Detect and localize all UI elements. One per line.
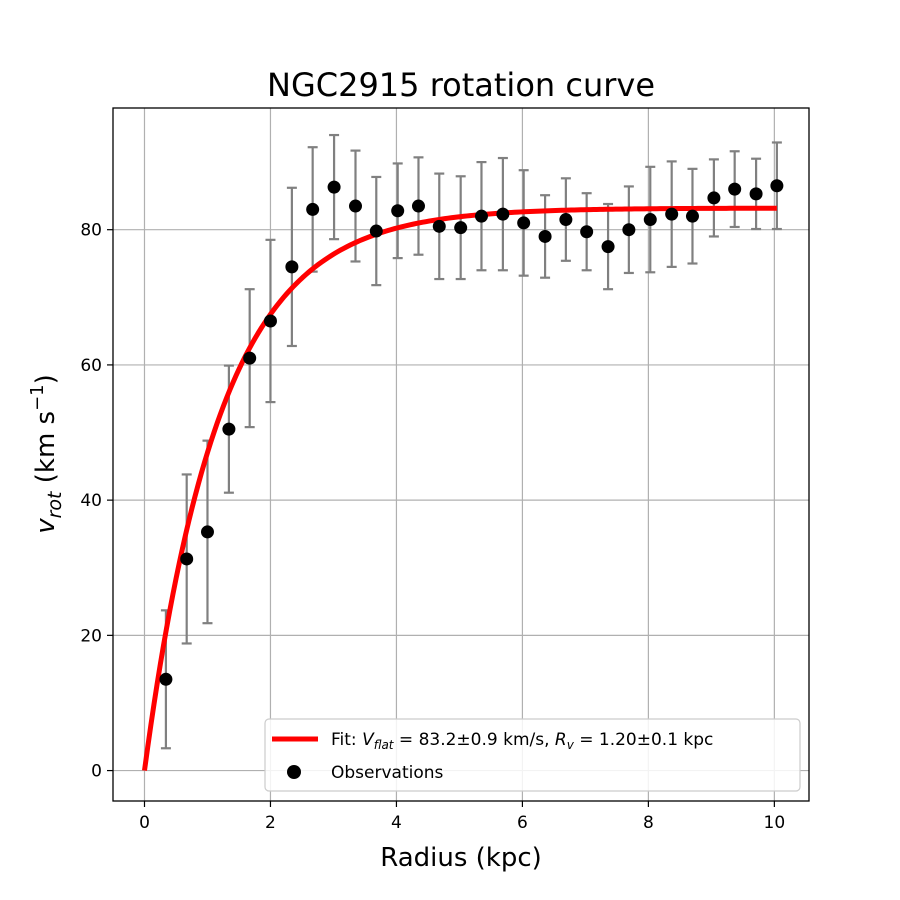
legend-fit-v-value: = 83.2±0.9 km/s,	[394, 730, 555, 750]
legend-fit-prefix: Fit:	[331, 730, 362, 750]
x-tick-label: 6	[517, 813, 528, 833]
x-ticks: 0 2 4 6 8 10	[139, 801, 785, 833]
observation-point	[454, 221, 468, 235]
y-ticks: 0 20 40 60 80	[80, 221, 113, 782]
observation-point	[496, 207, 510, 221]
x-axis-label: Radius (kpc)	[380, 843, 542, 873]
legend-fit-r: R	[555, 730, 567, 750]
y-axis-label-var: v	[31, 518, 61, 534]
observation-point	[369, 224, 383, 238]
observation-point	[327, 180, 341, 194]
legend-box	[264, 718, 801, 792]
y-axis-label-sub: rot	[44, 490, 66, 518]
y-axis-label-close: )	[31, 374, 61, 384]
y-axis-label-sup: −1	[27, 384, 48, 411]
observation-point	[517, 216, 531, 230]
observation-point	[770, 179, 784, 193]
observation-point	[728, 182, 742, 196]
x-tick-label: 4	[391, 813, 402, 833]
x-tick-label: 0	[139, 813, 150, 833]
observation-point	[432, 219, 446, 233]
y-axis-label-units: (km s	[31, 411, 61, 492]
y-tick-label: 0	[91, 762, 102, 782]
y-tick-label: 60	[80, 356, 102, 376]
x-tick-label: 2	[265, 813, 276, 833]
x-tick-label: 10	[764, 813, 786, 833]
observation-point	[580, 225, 594, 239]
y-axis-label: vrot (km s−1)	[27, 374, 66, 534]
y-tick-label: 80	[80, 221, 102, 241]
observation-point	[306, 202, 320, 216]
observation-point	[665, 207, 679, 221]
observation-point	[707, 191, 721, 205]
observation-point	[222, 422, 236, 436]
chart-title: NGC2915 rotation curve	[267, 66, 655, 104]
legend-observations-label: Observations	[331, 763, 444, 783]
legend-observations-swatch	[287, 765, 301, 779]
plot-frame	[112, 107, 810, 802]
legend-fit-r-value: = 1.20±0.1 kpc	[574, 730, 714, 750]
observation-point	[538, 229, 552, 243]
legend: Fit: Vflat = 83.2±0.9 km/s, Rv = 1.20±0.…	[264, 718, 801, 792]
observation-point	[643, 213, 657, 227]
y-tick-label: 40	[80, 491, 102, 511]
legend-fit-r-sub: v	[567, 738, 575, 752]
observation-point	[200, 525, 214, 539]
observation-point	[243, 351, 257, 365]
observation-point	[180, 552, 194, 566]
observation-point	[749, 187, 763, 201]
legend-fit-v-sub: flat	[374, 738, 395, 752]
observation-point	[622, 223, 636, 237]
observation-point	[474, 209, 488, 223]
observation-point	[601, 240, 615, 254]
y-tick-label: 20	[80, 626, 102, 646]
observation-point	[559, 213, 573, 227]
x-tick-label: 8	[643, 813, 654, 833]
observation-point	[285, 260, 299, 274]
observation-point	[391, 204, 405, 218]
observation-points	[159, 179, 784, 686]
observation-point	[348, 199, 362, 213]
legend-fit-v: V	[362, 730, 375, 750]
observation-point	[411, 199, 425, 213]
legend-fit-label: Fit: Vflat = 83.2±0.9 km/s, Rv = 1.20±0.…	[331, 730, 713, 752]
observation-point	[263, 314, 277, 328]
observation-point	[159, 672, 173, 686]
observation-point	[685, 209, 699, 223]
